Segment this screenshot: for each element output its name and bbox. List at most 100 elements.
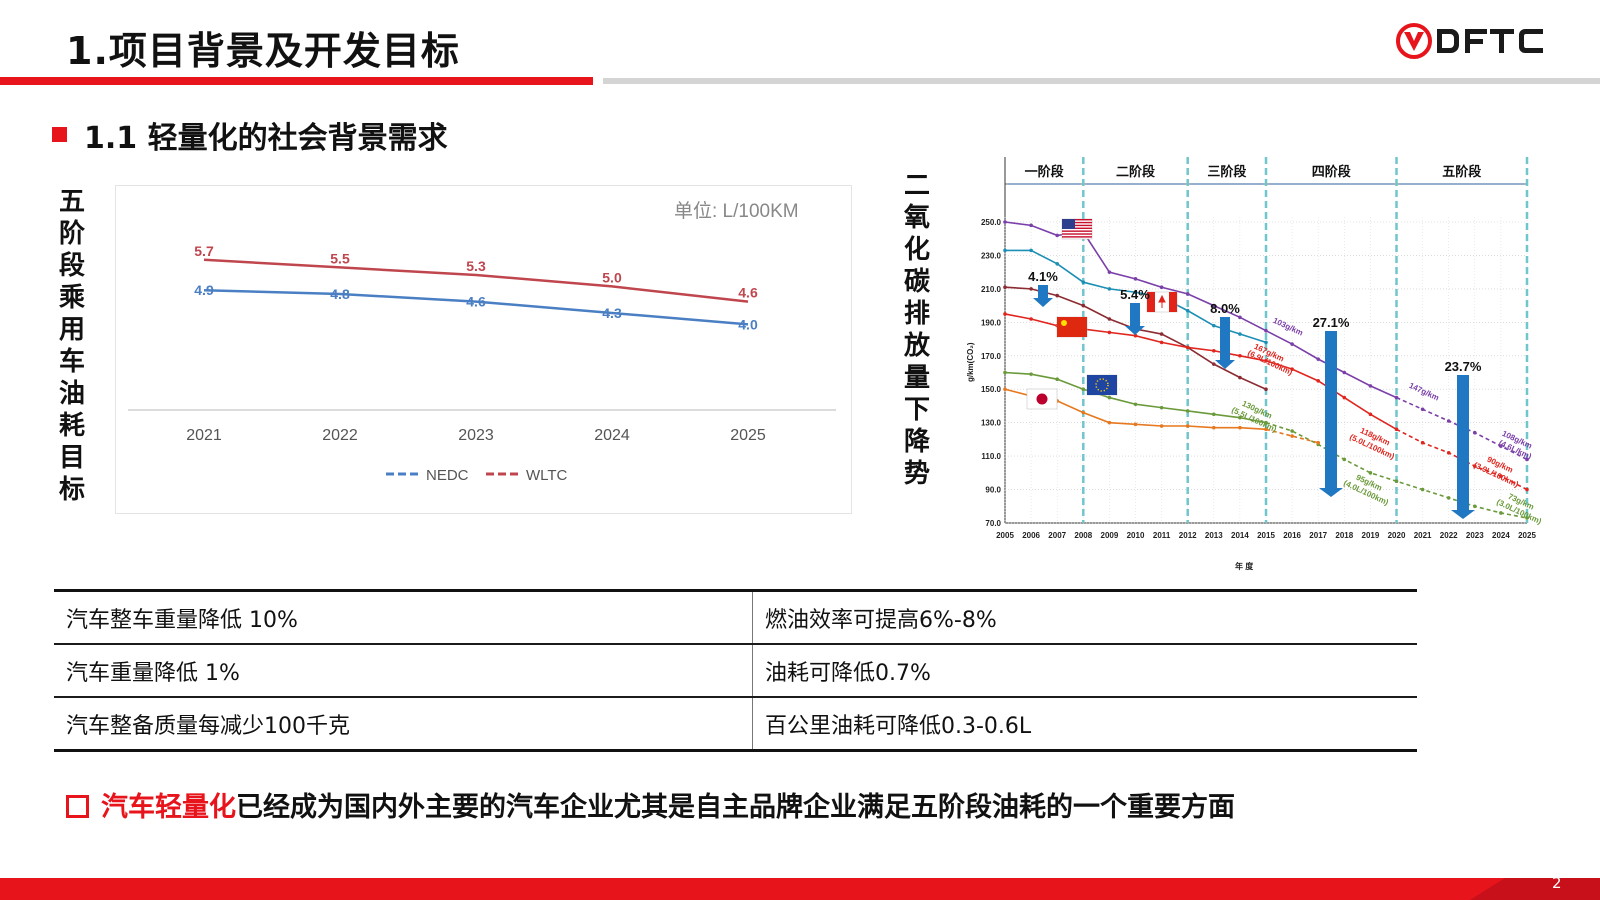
table-cell: 汽车整车重量降低 10% bbox=[54, 590, 753, 645]
table-row: 汽车重量降低 1% 油耗可降低0.7% bbox=[54, 644, 1417, 698]
table-row: 汽车整备质量每减少100千克 百公里油耗可降低0.3-0.6L bbox=[54, 697, 1417, 752]
co2-x-tick-label: 2021 bbox=[1414, 531, 1432, 540]
co2-point-eu bbox=[1081, 387, 1086, 392]
co2-point-jp bbox=[1185, 424, 1190, 428]
co2-point-jp bbox=[1238, 425, 1242, 430]
co2-point-cn bbox=[1499, 474, 1503, 478]
fuel-data-label: 4.6 bbox=[738, 285, 758, 301]
fuel-legend: NEDC WLTC bbox=[386, 467, 568, 484]
co2-y-tick-label: 250.0 bbox=[981, 218, 1002, 227]
co2-point-jp bbox=[1003, 387, 1007, 392]
fuel-target-chart: 单位: L/100KM 2021 2022 2023 2024 2025 4.9 4.8 4.… bbox=[115, 185, 852, 514]
facts-table: 汽车整车重量降低 10% 燃油效率可提高6%-8% 汽车重量降低 1% 油耗可降… bbox=[54, 589, 1417, 752]
fuel-data-label: 5.7 bbox=[194, 243, 214, 259]
co2-point-eu_old bbox=[1029, 287, 1033, 291]
co2-reduction-arrow: 27.1% bbox=[1313, 315, 1350, 497]
co2-point-eu bbox=[1499, 511, 1503, 515]
table-cell: 油耗可降低0.7% bbox=[752, 644, 1417, 698]
co2-point-ca bbox=[1107, 287, 1112, 291]
fuel-data-label: 4.8 bbox=[330, 286, 350, 302]
co2-annotation: 103g/km bbox=[1272, 316, 1305, 338]
co2-y-tick-label: 130.0 bbox=[981, 419, 1002, 428]
flag-us-icon bbox=[1061, 218, 1093, 240]
co2-point-ca bbox=[1238, 332, 1242, 336]
fuel-data-label: 5.5 bbox=[330, 250, 350, 266]
co2-point-cn bbox=[1394, 427, 1399, 432]
table-cell: 燃油效率可提高6%-8% bbox=[752, 590, 1417, 645]
co2-point-eu_old bbox=[1055, 293, 1059, 298]
fuel-data-label: 4.6 bbox=[466, 294, 486, 310]
co2-point-us bbox=[1290, 342, 1294, 346]
company-logo bbox=[1396, 23, 1543, 59]
logo-wordmark bbox=[1437, 29, 1543, 53]
co2-phase-label: 五阶段 bbox=[1442, 164, 1481, 179]
co2-point-eu bbox=[1420, 487, 1425, 492]
co2-point-us bbox=[1003, 220, 1007, 224]
co2-point-us bbox=[1264, 328, 1268, 333]
co2-point-eu bbox=[1368, 471, 1373, 475]
fuel-chart-svg: 单位: L/100KM 2021 2022 2023 2024 2025 4.9 4.8 4.… bbox=[128, 200, 836, 484]
checkbox-bullet-icon bbox=[66, 795, 89, 818]
fuel-unit-label: 单位: L/100KM bbox=[674, 200, 799, 222]
fuel-x-tick-label: 2023 bbox=[458, 427, 494, 444]
side-label-co2: 二氧化碳排放量下降势 bbox=[903, 171, 930, 489]
co2-phase-label: 三阶段 bbox=[1207, 164, 1246, 179]
co2-point-eu bbox=[1159, 405, 1164, 410]
co2-y-tick-label: 110.0 bbox=[981, 452, 1001, 461]
co2-phase-label: 四阶段 bbox=[1312, 164, 1351, 179]
legend-label-wltc: WLTC bbox=[526, 467, 568, 484]
co2-point-us bbox=[1238, 315, 1242, 320]
co2-reduction-arrow: 8.0% bbox=[1210, 301, 1240, 369]
flag-eu-icon bbox=[1086, 374, 1118, 396]
co2-point-us bbox=[1368, 384, 1373, 388]
co2-point-eu bbox=[1473, 504, 1477, 509]
co2-point-us bbox=[1212, 303, 1216, 308]
section-bullet bbox=[52, 127, 67, 142]
logo-emblem-icon bbox=[1396, 23, 1432, 59]
co2-point-us bbox=[1446, 419, 1451, 423]
co2-point-cn bbox=[1159, 340, 1164, 345]
section-subtitle: 1.1 轻量化的社会背景需求 bbox=[84, 121, 448, 156]
co2-point-cn bbox=[1212, 348, 1216, 353]
co2-point-us bbox=[1185, 292, 1190, 296]
conclusion-rest: 已经成为国内外主要的汽车企业尤其是自主品牌企业满足五阶段油耗的一个重要方面 bbox=[236, 792, 1235, 823]
co2-reduction-label: 27.1% bbox=[1313, 315, 1350, 330]
co2-x-tick-label: 2009 bbox=[1101, 531, 1119, 540]
co2-point-jp bbox=[1133, 422, 1138, 427]
co2-point-us bbox=[1029, 223, 1033, 228]
co2-point-cn bbox=[1133, 333, 1138, 338]
table-row: 汽车整车重量降低 10% 燃油效率可提高6%-8% bbox=[54, 590, 1417, 645]
co2-reduction-label: 4.1% bbox=[1028, 269, 1058, 284]
co2-series-line-us bbox=[1004, 221, 1397, 399]
table-cell: 百公里油耗可降低0.3-0.6L bbox=[752, 697, 1417, 752]
flag-cn-icon bbox=[1056, 316, 1088, 338]
co2-point-cn bbox=[1368, 412, 1373, 417]
co2-point-cn bbox=[1446, 450, 1451, 455]
fuel-series-line-nedc bbox=[203, 288, 749, 326]
co2-x-tick-label: 2015 bbox=[1257, 531, 1275, 540]
co2-point-cn bbox=[1525, 487, 1529, 492]
fuel-x-tick-label: 2021 bbox=[186, 427, 222, 444]
co2-point-jp bbox=[1264, 427, 1268, 432]
co2-reduction-label: 23.7% bbox=[1445, 359, 1482, 374]
co2-point-jp bbox=[1316, 440, 1320, 445]
co2-point-ca bbox=[1264, 340, 1268, 345]
co2-point-us bbox=[1342, 370, 1347, 375]
co2-y-tick-label: 230.0 bbox=[981, 251, 1002, 260]
table-cell: 汽车重量降低 1% bbox=[54, 644, 753, 698]
fuel-series-line-wltc bbox=[203, 258, 749, 303]
co2-point-cn bbox=[1264, 358, 1268, 363]
co2-point-jp bbox=[1081, 410, 1086, 415]
co2-point-us bbox=[1525, 457, 1529, 462]
co2-point-cn bbox=[1029, 317, 1033, 321]
co2-point-eu_old bbox=[1003, 285, 1007, 290]
co2-point-eu bbox=[1133, 402, 1138, 407]
co2-phase-label: 一阶段 bbox=[1025, 164, 1064, 179]
co2-y-tick-label: 90.0 bbox=[985, 486, 1001, 495]
co2-x-axis-label: 年 度 bbox=[1235, 561, 1254, 571]
co2-point-ca bbox=[1029, 248, 1033, 253]
co2-point-eu bbox=[1525, 516, 1529, 520]
co2-x-tick-label: 2025 bbox=[1518, 531, 1536, 540]
fuel-data-label: 5.0 bbox=[602, 269, 622, 285]
co2-x-tick-label: 2024 bbox=[1492, 531, 1510, 540]
